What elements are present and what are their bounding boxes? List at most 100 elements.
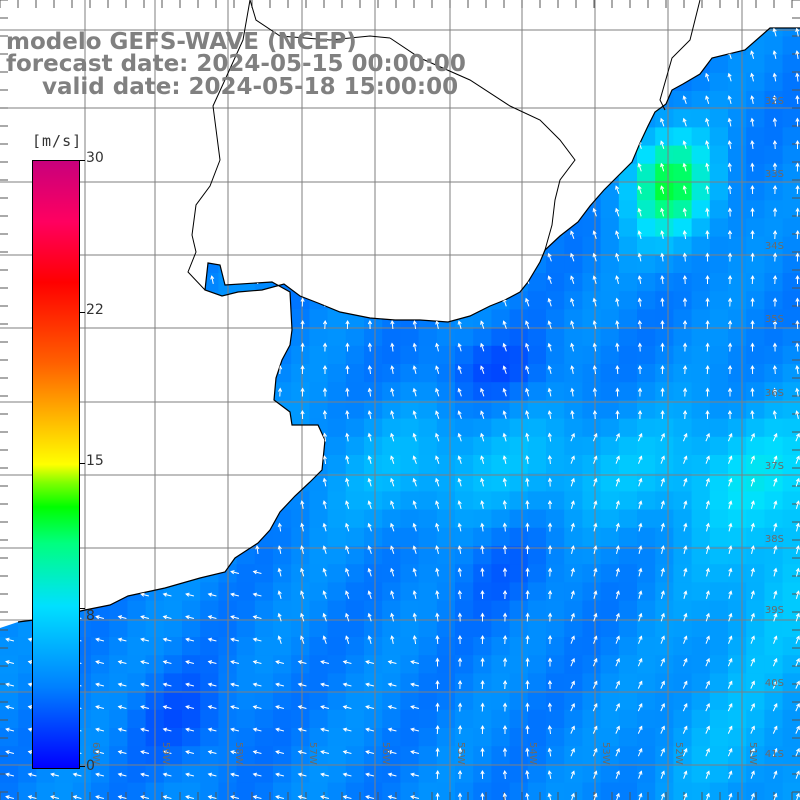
wind-vector bbox=[570, 657, 575, 667]
wind-speed-cell bbox=[582, 0, 601, 19]
wind-speed-cell bbox=[691, 327, 711, 347]
wind-speed-cell bbox=[0, 382, 19, 401]
wind-speed-cell bbox=[528, 0, 547, 19]
wind-speed-cell bbox=[254, 109, 274, 128]
wind-vector bbox=[457, 432, 462, 442]
wind-vector bbox=[525, 342, 530, 352]
wind-vector bbox=[615, 477, 620, 487]
wind-vector bbox=[277, 297, 283, 307]
wind-vector bbox=[387, 795, 397, 800]
wind-vector bbox=[117, 660, 127, 665]
wind-speed-cell bbox=[0, 91, 19, 110]
wind-speed-cell bbox=[728, 327, 747, 347]
wind-speed-cell bbox=[254, 345, 274, 365]
wind-speed-cell bbox=[236, 273, 256, 292]
wind-speed-cell bbox=[382, 382, 401, 401]
wind-vector bbox=[457, 365, 462, 374]
wind-vector bbox=[502, 185, 507, 194]
wind-vector bbox=[773, 792, 778, 800]
wind-speed-cell bbox=[527, 273, 547, 292]
wind-speed-cell bbox=[327, 600, 347, 620]
wind-speed-cell bbox=[709, 163, 729, 183]
wind-speed-cell bbox=[564, 109, 583, 128]
wind-vector bbox=[367, 432, 372, 442]
wind-speed-cell bbox=[691, 291, 711, 310]
wind-vector bbox=[480, 275, 485, 285]
wind-speed-cell bbox=[546, 637, 565, 656]
wind-speed-cell bbox=[691, 163, 711, 183]
wind-vector bbox=[300, 297, 305, 307]
wind-vector bbox=[570, 297, 575, 307]
wind-vector bbox=[436, 6, 439, 14]
wind-vector bbox=[547, 702, 553, 712]
wind-speed-cell bbox=[746, 600, 765, 620]
wind-vector bbox=[593, 545, 598, 555]
wind-speed-cell bbox=[709, 28, 729, 37]
wind-speed-cell bbox=[600, 109, 620, 128]
wind-speed-cell bbox=[309, 600, 329, 620]
wind-speed-cell bbox=[345, 127, 365, 147]
wind-vector bbox=[502, 567, 508, 577]
wind-speed-cell bbox=[582, 582, 602, 602]
wind-speed-cell bbox=[709, 309, 729, 329]
wind-speed-cell bbox=[600, 364, 620, 383]
wind-speed-cell bbox=[163, 145, 183, 165]
wind-speed-cell bbox=[655, 527, 674, 547]
wind-vector bbox=[795, 635, 800, 644]
wind-vector bbox=[592, 702, 598, 712]
wind-speed-cell bbox=[509, 200, 529, 219]
wind-speed-cell bbox=[273, 254, 292, 274]
wind-speed-cell bbox=[582, 709, 602, 729]
wind-speed-cell bbox=[546, 546, 565, 565]
wind-speed-cell bbox=[109, 782, 128, 800]
wind-speed-cell bbox=[673, 54, 693, 74]
wind-speed-cell bbox=[582, 527, 602, 547]
wind-speed-cell bbox=[273, 418, 292, 438]
wind-vector bbox=[95, 637, 105, 642]
wind-vector bbox=[772, 342, 778, 352]
wind-speed-cell bbox=[400, 455, 420, 474]
wind-vector bbox=[275, 750, 285, 755]
wind-speed-cell bbox=[345, 618, 365, 638]
wind-vector bbox=[7, 522, 12, 532]
wind-speed-cell bbox=[600, 655, 620, 674]
wind-vector bbox=[570, 207, 575, 217]
wind-vector bbox=[255, 364, 260, 375]
wind-speed-cell bbox=[564, 236, 583, 256]
wind-speed-cell bbox=[655, 364, 674, 383]
wind-speed-cell bbox=[509, 127, 529, 147]
wind-speed-cell bbox=[254, 364, 274, 383]
wind-vector bbox=[185, 727, 195, 732]
wind-vector bbox=[750, 455, 755, 464]
wind-speed-cell bbox=[673, 182, 693, 201]
wind-vector bbox=[252, 660, 262, 665]
wind-speed-cell bbox=[418, 273, 438, 292]
wind-speed-cell bbox=[491, 564, 511, 583]
wind-vector bbox=[750, 274, 755, 285]
wind-vector bbox=[727, 319, 733, 330]
wind-vector bbox=[547, 567, 553, 577]
wind-vector bbox=[187, 432, 193, 442]
wind-vector bbox=[210, 275, 215, 285]
wind-vector bbox=[615, 117, 620, 127]
wind-speed-cell bbox=[328, 0, 347, 19]
wind-speed-cell bbox=[436, 273, 456, 292]
wind-vector bbox=[570, 409, 575, 420]
wind-vector bbox=[480, 184, 485, 195]
wind-vector bbox=[367, 612, 372, 622]
wind-vector bbox=[140, 705, 150, 710]
wind-speed-cell bbox=[764, 127, 784, 147]
wind-speed-cell bbox=[527, 582, 547, 602]
wind-speed-cell bbox=[345, 418, 365, 438]
wind-speed-cell bbox=[546, 491, 565, 511]
wind-speed-cell bbox=[127, 254, 147, 274]
wind-vector bbox=[773, 500, 778, 509]
wind-speed-cell bbox=[709, 728, 729, 747]
wind-vector bbox=[142, 432, 148, 442]
wind-speed-cell bbox=[509, 218, 529, 238]
wind-vector bbox=[277, 229, 283, 240]
wind-speed-cell bbox=[382, 655, 401, 674]
wind-vector bbox=[705, 680, 710, 689]
wind-speed-cell bbox=[473, 509, 492, 529]
wind-speed-cell bbox=[382, 418, 401, 438]
